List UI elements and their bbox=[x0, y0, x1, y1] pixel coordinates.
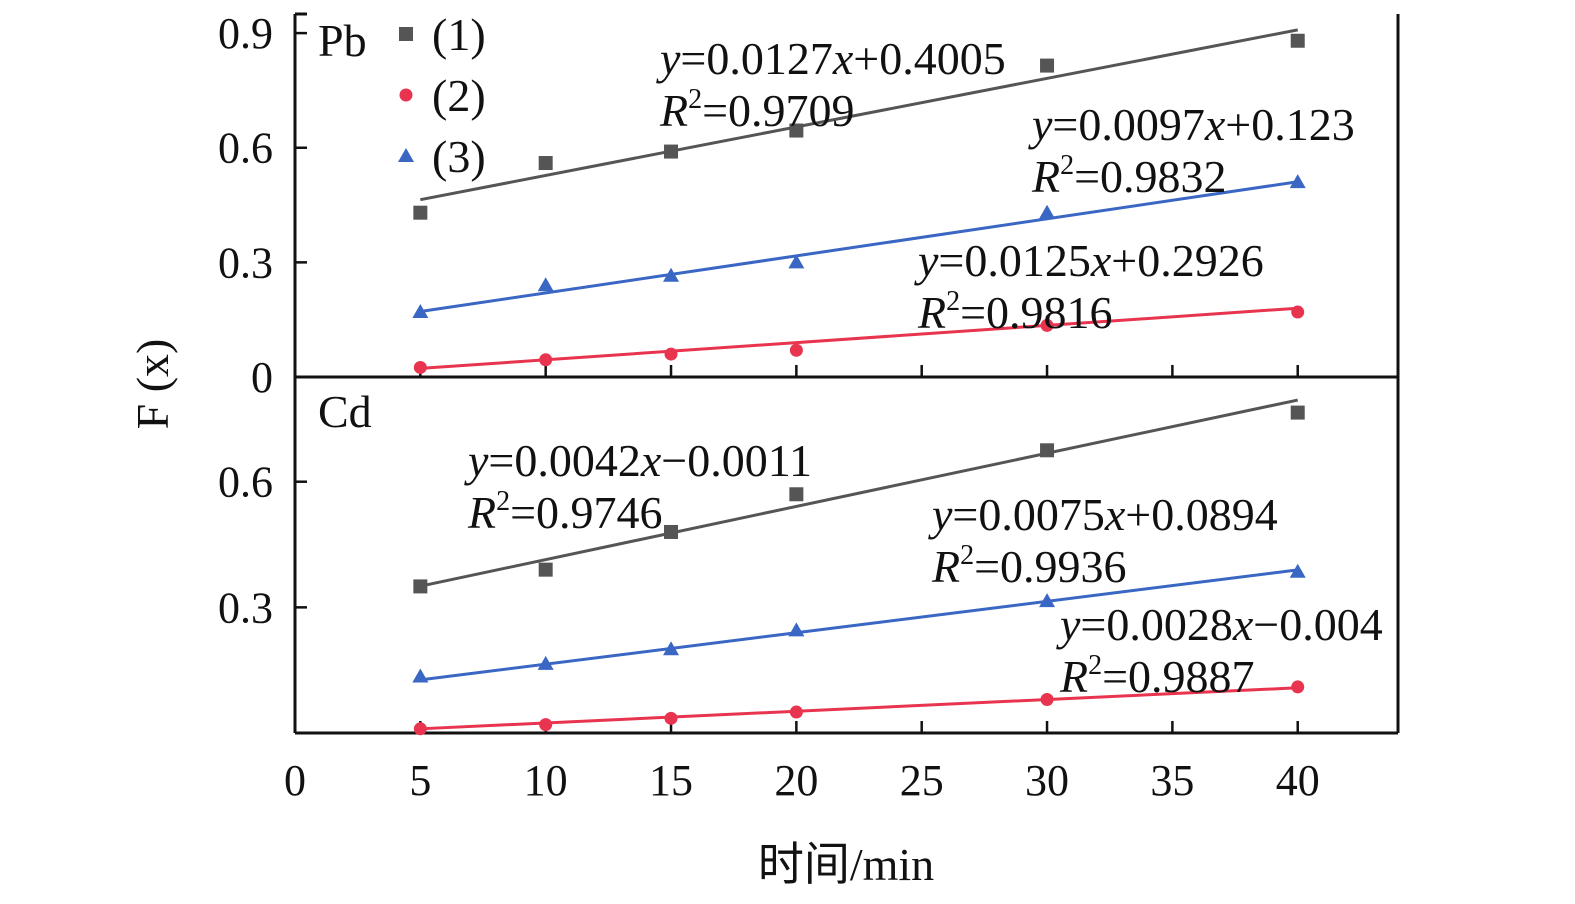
legend-marker bbox=[399, 27, 413, 41]
data-point bbox=[413, 722, 427, 736]
x-tick-label: 10 bbox=[524, 756, 568, 805]
data-point bbox=[663, 641, 680, 656]
data-point bbox=[664, 524, 679, 539]
y-tick-label: 0.3 bbox=[218, 583, 273, 632]
x-tick-label: 5 bbox=[409, 756, 431, 805]
panel-label: Pb bbox=[318, 15, 367, 66]
fit-equation: y=0.0042x−0.0011 bbox=[464, 435, 812, 486]
x-tick-label: 40 bbox=[1276, 756, 1320, 805]
data-point bbox=[538, 562, 553, 577]
r-squared: R2=0.9709 bbox=[659, 84, 855, 136]
y-tick-label: 0.6 bbox=[218, 124, 273, 173]
y-tick-label: 0.6 bbox=[218, 458, 273, 507]
x-tick-label: 15 bbox=[649, 756, 693, 805]
legend-label: (2) bbox=[432, 70, 486, 121]
panel-label: Cd bbox=[318, 386, 372, 437]
x-tick-label: 30 bbox=[1025, 756, 1069, 805]
data-point bbox=[1039, 593, 1056, 608]
x-tick-label: 0 bbox=[284, 756, 306, 805]
data-point bbox=[538, 156, 553, 171]
r-squared: R2=0.9832 bbox=[1031, 150, 1227, 202]
legend-marker bbox=[399, 88, 413, 102]
r-squared: R2=0.9816 bbox=[917, 286, 1113, 338]
r-squared: R2=0.9746 bbox=[467, 486, 663, 538]
data-point bbox=[539, 353, 553, 367]
data-point bbox=[412, 304, 429, 319]
trend-line bbox=[420, 398, 1299, 588]
data-point bbox=[1291, 305, 1305, 319]
fit-equation: y=0.0125x+0.2926 bbox=[914, 235, 1264, 286]
data-point bbox=[1290, 405, 1305, 420]
data-point bbox=[412, 668, 429, 683]
data-point bbox=[413, 579, 428, 594]
y-axis-title: F (x) bbox=[127, 339, 178, 430]
y-tick-label: 0.9 bbox=[218, 9, 273, 58]
data-point bbox=[789, 705, 803, 719]
data-point bbox=[789, 487, 804, 502]
x-tick-label: 35 bbox=[1150, 756, 1194, 805]
r-squared: R2=0.9936 bbox=[931, 540, 1127, 592]
data-point bbox=[1289, 174, 1306, 189]
data-point bbox=[789, 123, 804, 138]
legend-label: (1) bbox=[432, 9, 486, 60]
legend-label: (3) bbox=[432, 131, 486, 182]
data-point bbox=[788, 254, 805, 269]
data-point bbox=[664, 347, 678, 361]
fit-equation: y=0.0028x−0.004 bbox=[1056, 599, 1383, 650]
data-point bbox=[1290, 33, 1305, 48]
data-point bbox=[413, 205, 428, 220]
data-point bbox=[1039, 204, 1056, 219]
trend-line bbox=[420, 180, 1298, 313]
data-point bbox=[1040, 58, 1055, 73]
data-point bbox=[664, 144, 679, 159]
legend-marker bbox=[398, 148, 414, 162]
data-point bbox=[664, 711, 678, 725]
data-point bbox=[537, 655, 554, 670]
fit-equation: y=0.0127x+0.4005 bbox=[656, 33, 1006, 84]
data-point bbox=[1040, 692, 1054, 706]
r-squared: R2=0.9887 bbox=[1059, 650, 1255, 702]
data-point bbox=[663, 267, 680, 282]
data-point bbox=[1040, 318, 1054, 332]
data-point bbox=[413, 360, 427, 374]
fit-equation: y=0.0075x+0.0894 bbox=[928, 489, 1278, 540]
trend-line bbox=[420, 568, 1298, 682]
x-axis-title: 时间/min bbox=[758, 839, 934, 890]
plot-area bbox=[293, 12, 1400, 736]
data-point bbox=[537, 277, 554, 292]
data-point bbox=[789, 343, 803, 357]
x-tick-label: 25 bbox=[900, 756, 944, 805]
data-point bbox=[1040, 443, 1055, 458]
data-point bbox=[1291, 680, 1305, 694]
x-tick-label: 20 bbox=[774, 756, 818, 805]
y-tick-label: 0 bbox=[251, 353, 273, 402]
trend-line bbox=[420, 28, 1299, 202]
fit-equation: y=0.0097x+0.123 bbox=[1028, 99, 1355, 150]
y-tick-label: 0.3 bbox=[218, 238, 273, 287]
trend-line bbox=[420, 306, 1298, 370]
trend-line bbox=[420, 686, 1298, 731]
data-point bbox=[1289, 563, 1306, 578]
data-point bbox=[539, 718, 553, 732]
data-point bbox=[788, 622, 805, 637]
